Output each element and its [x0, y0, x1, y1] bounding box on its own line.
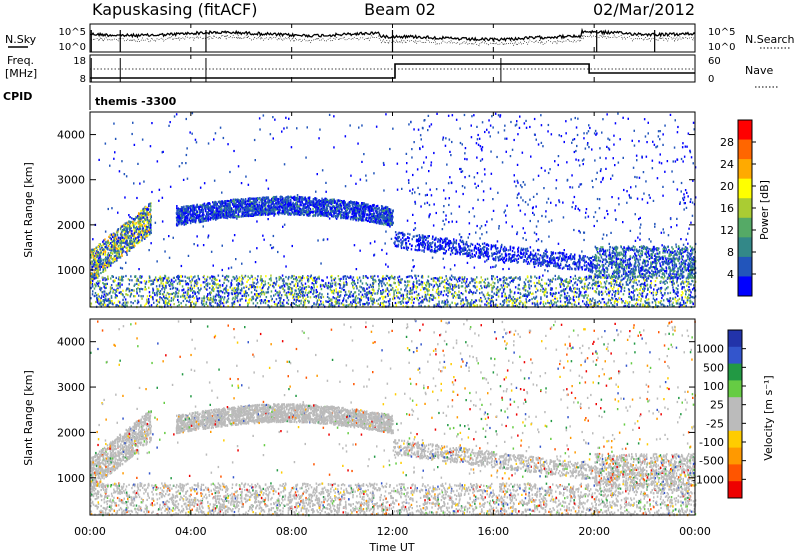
- freq-tick-bottom: 8: [80, 74, 86, 85]
- time-tick-label: 00:00: [679, 525, 711, 538]
- range-tick-label: 1000: [57, 472, 85, 485]
- power-colorbar-label: Power [dB]: [758, 180, 771, 240]
- velocity-panel: 1000 2000 3000 4000 Slant Range [km] 1000 50…: [22, 318, 775, 517]
- time-axis: 00:00 04:00 08:00 12:00 16:00 20:00 00:00: [74, 24, 711, 538]
- time-tick-label: 20:00: [578, 525, 610, 538]
- colorbar-segment: [728, 430, 742, 449]
- nsky-tick-bottom: 10^0: [59, 42, 86, 53]
- colorbar-tick-label: 16: [720, 202, 734, 215]
- colorbar-tick-label: 8: [727, 246, 734, 259]
- range-tick-label: 3000: [57, 174, 85, 187]
- velocity-y-axis: 1000 2000 3000 4000: [57, 336, 695, 485]
- nave-label: Nave: [745, 64, 773, 77]
- colorbar-segment: [738, 159, 752, 180]
- colorbar-tick-label: -1000: [692, 473, 724, 486]
- colorbar-tick-label: 28: [720, 136, 734, 149]
- colorbar-tick-label: -100: [699, 436, 724, 449]
- colorbar-tick-label: 25: [710, 399, 724, 412]
- nsearch-tick-top: 10^5: [708, 27, 735, 38]
- colorbar-segment: [728, 447, 742, 465]
- range-tick-label: 3000: [57, 381, 85, 394]
- velocity-colorbar: 1000 500 100 25 -25 -100 -500 -1000: [692, 329, 746, 499]
- range-tick-label: 4000: [57, 129, 85, 142]
- colorbar-segment: [728, 346, 742, 365]
- colorbar-segment: [728, 464, 742, 482]
- power-colorbar: 28 24 20 16 12 8 4: [720, 119, 756, 297]
- date-title: 02/Mar/2012: [593, 0, 695, 19]
- cpid-value: themis -3300: [95, 95, 177, 108]
- colorbar-segment: [738, 120, 752, 141]
- colorbar-tick-label: 100: [703, 380, 724, 393]
- nsky-tick-top: 10^5: [59, 27, 86, 38]
- colorbar-tick-label: -25: [706, 417, 724, 430]
- colorbar-segment: [738, 217, 752, 238]
- colorbar-tick-label: 4: [727, 268, 734, 281]
- colorbar-segment: [728, 363, 742, 381]
- freq-panel: Freq. [MHz] 18 8 60 0 Nave: [5, 54, 778, 88]
- freq-unit-label: [MHz]: [5, 67, 37, 80]
- colorbar-segment: [738, 276, 752, 297]
- beam-title: Beam 02: [364, 0, 436, 19]
- velocity-colorbar-label: Velocity [m s⁻¹]: [762, 375, 775, 460]
- freq-trace: [90, 58, 695, 82]
- cpid-label: CPID: [3, 90, 32, 103]
- power-panel: 1000 2000 3000 4000 Slant Range [km] 28 24 20…: [22, 111, 771, 309]
- colorbar-tick-label: 12: [720, 224, 734, 237]
- nave-tick-top: 60: [708, 56, 721, 67]
- time-axis-label: Time UT: [368, 541, 414, 554]
- colorbar-segment: [728, 414, 742, 432]
- nsearch-label: N.Search: [745, 33, 795, 46]
- range-tick-label: 1000: [57, 264, 85, 277]
- range-tick-label: 2000: [57, 219, 85, 232]
- range-tick-label: 4000: [57, 336, 85, 349]
- time-tick-label: 16:00: [477, 525, 509, 538]
- station-title: Kapuskasing (fitACF): [92, 0, 257, 19]
- colorbar-tick-label: 500: [703, 361, 724, 374]
- power-ylabel: Slant Range [km]: [22, 162, 35, 258]
- power-y-axis: 1000 2000 3000 4000: [57, 129, 695, 277]
- colorbar-segment: [738, 237, 752, 258]
- freq-tick-top: 18: [73, 56, 86, 67]
- time-tick-label: 08:00: [276, 525, 308, 538]
- colorbar-tick-label: 20: [720, 180, 734, 193]
- colorbar-segment: [728, 330, 742, 348]
- colorbar-segment: [738, 198, 752, 219]
- velocity-scatter: [90, 319, 697, 517]
- nsky-panel: N.Sky 10^5 10^0 10^5 10^0 N.Search: [5, 23, 795, 53]
- colorbar-segment: [728, 481, 742, 499]
- colorbar-segment: [738, 139, 752, 160]
- time-tick-label: 12:00: [377, 525, 409, 538]
- colorbar-tick-label: 24: [720, 158, 734, 171]
- time-tick-label: 00:00: [74, 525, 106, 538]
- colorbar-tick-label: -500: [699, 455, 724, 468]
- colorbar-segment: [738, 256, 752, 277]
- range-tick-label: 2000: [57, 426, 85, 439]
- colorbar-segment: [728, 397, 742, 415]
- time-tick-label: 04:00: [175, 525, 207, 538]
- freq-label: Freq.: [7, 54, 34, 67]
- nave-tick-bottom: 0: [708, 74, 714, 85]
- power-scatter: [90, 112, 697, 309]
- colorbar-segment: [728, 380, 742, 398]
- nsearch-tick-bottom: 10^0: [708, 42, 735, 53]
- cpid-panel: CPID themis -3300: [3, 85, 177, 110]
- nsky-label: N.Sky: [5, 33, 37, 46]
- nsky-trace: [89, 27, 696, 52]
- colorbar-segment: [738, 178, 752, 199]
- velocity-ylabel: Slant Range [km]: [22, 370, 35, 466]
- colorbar-tick-label: 1000: [696, 343, 724, 356]
